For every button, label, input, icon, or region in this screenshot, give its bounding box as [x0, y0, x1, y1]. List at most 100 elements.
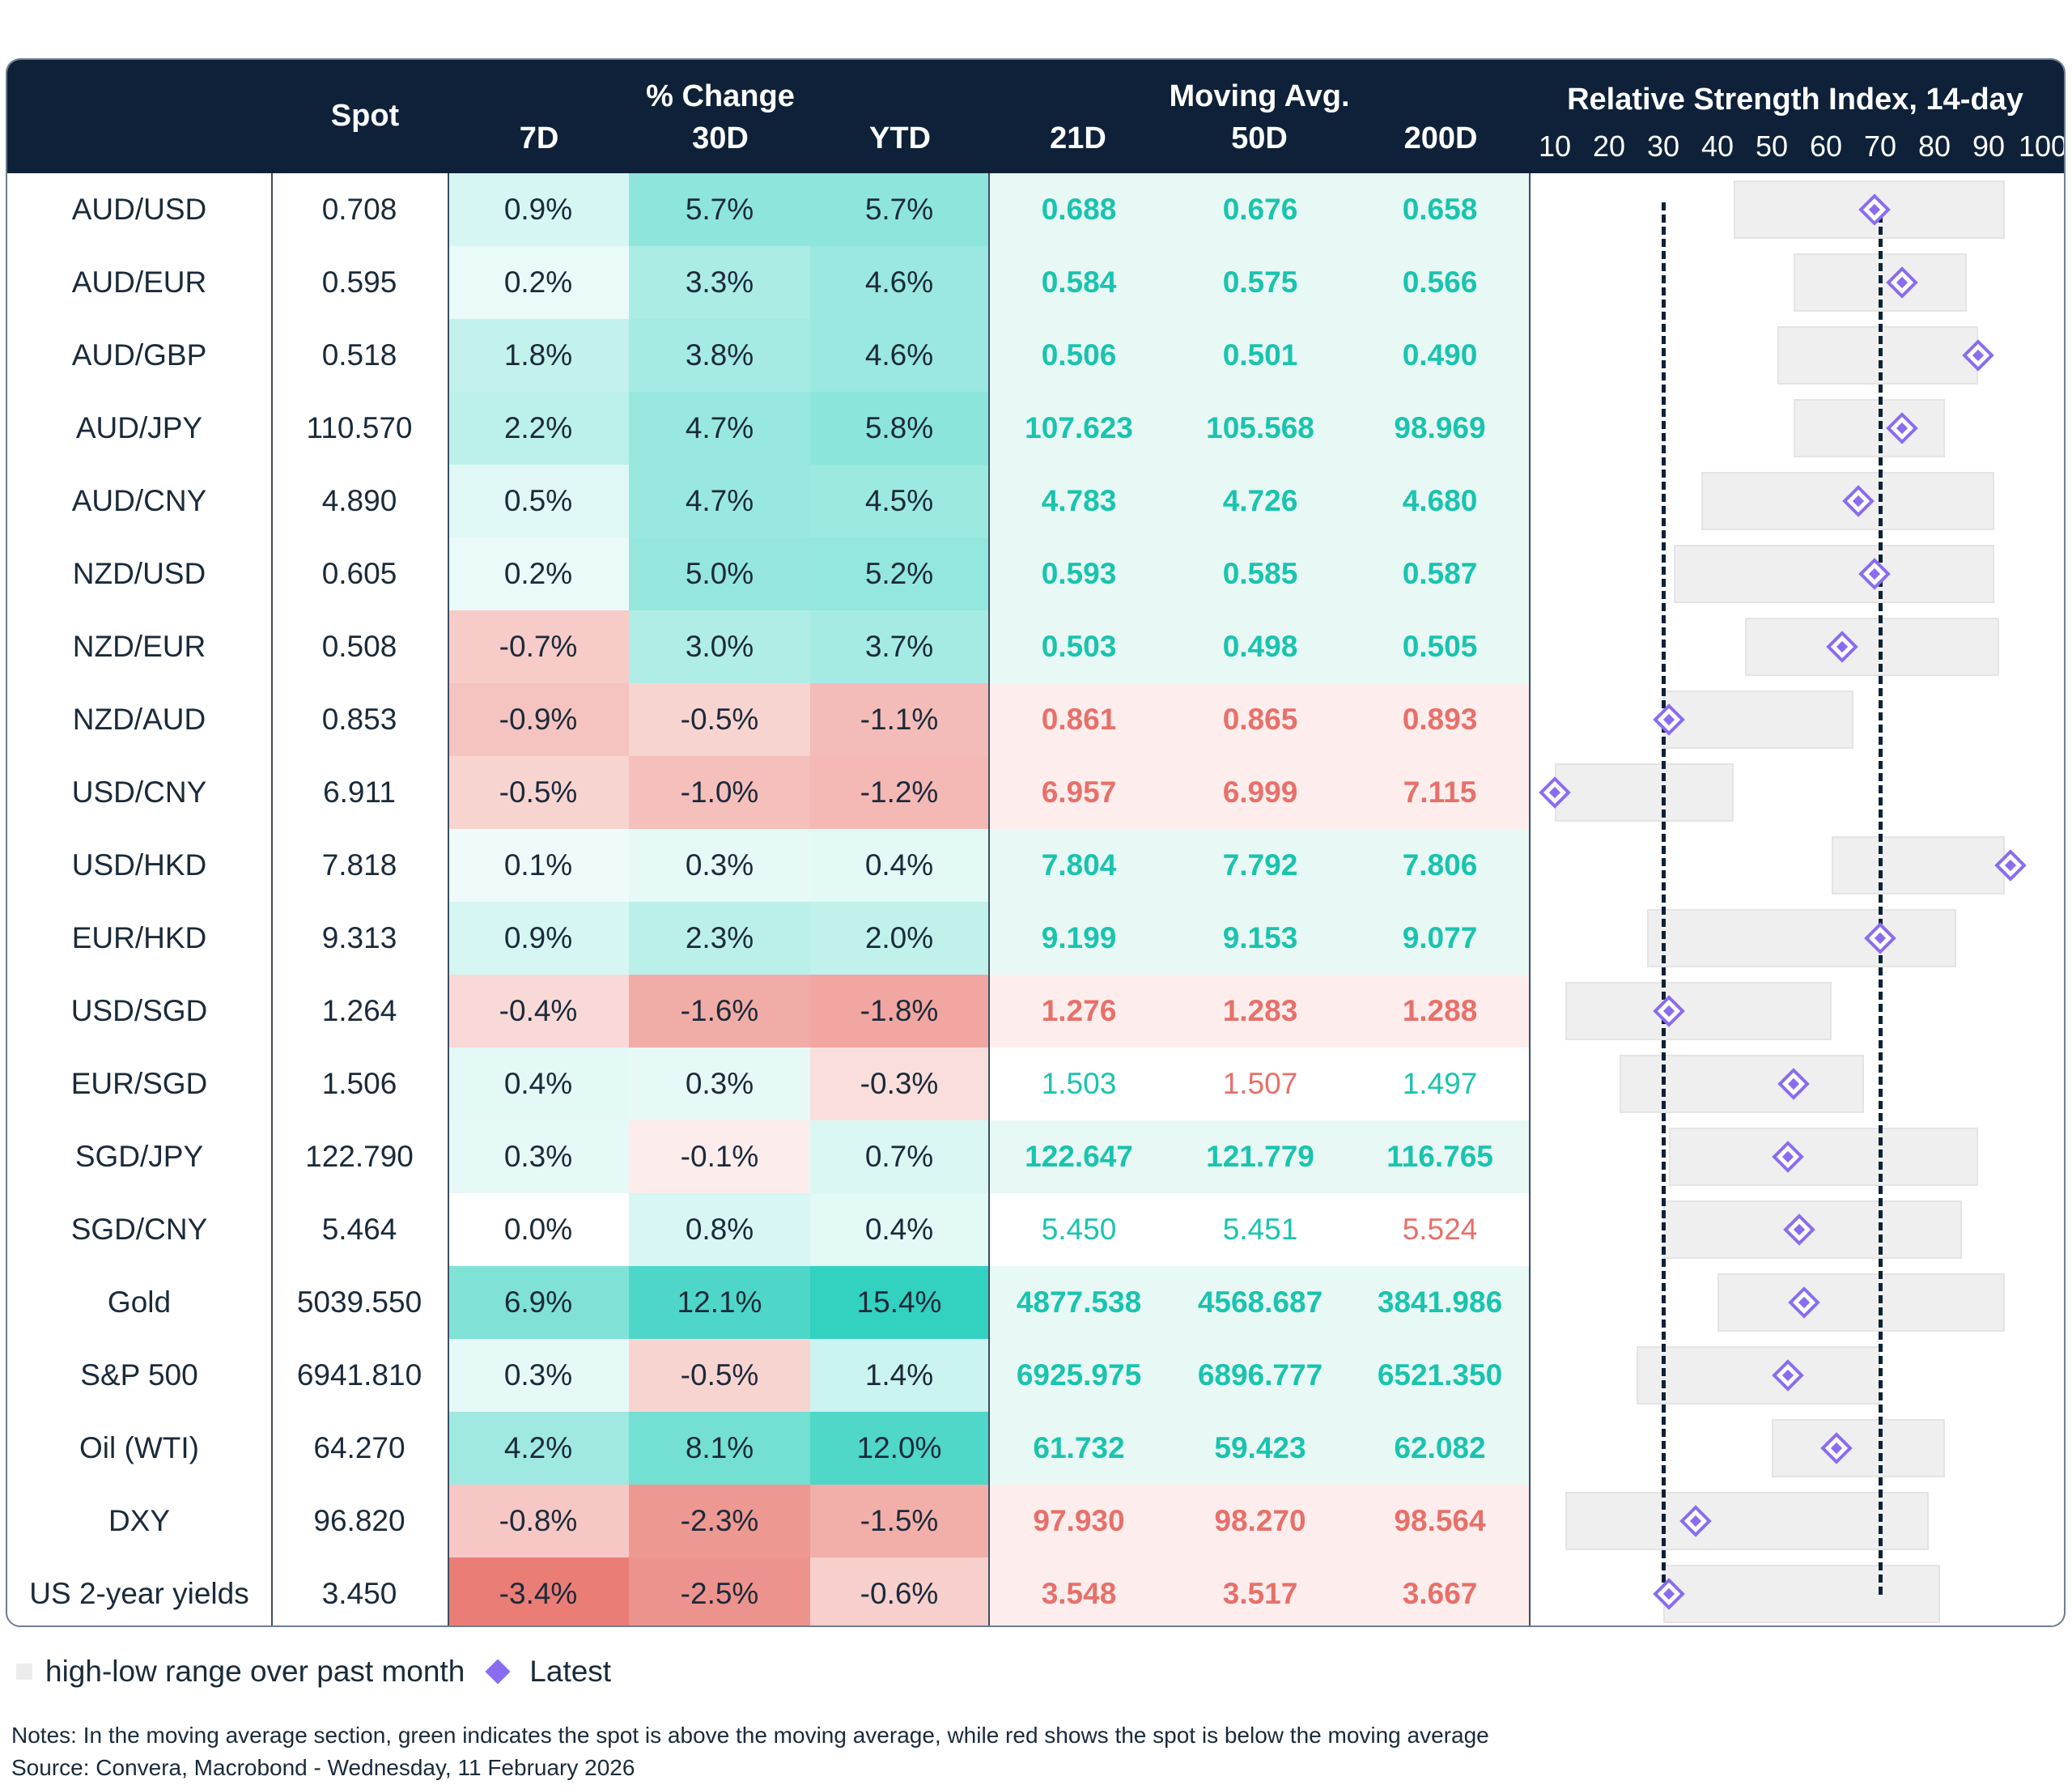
rsi-tick-label: 60	[1809, 130, 1843, 163]
pct-change-ytd: -1.1%	[810, 683, 988, 756]
spot-value: 122.790	[305, 1140, 414, 1173]
spot-value: 6.911	[323, 776, 396, 809]
pct-change-d30: 12.1%	[629, 1266, 810, 1339]
moving-avg-21d: 97.930	[988, 1485, 1170, 1557]
table-row: AUD/CNY 4.890 0.5% 4.7% 4.5% 4.783 4.726 4.680	[7, 465, 2064, 538]
latest-diamond-icon	[485, 1659, 511, 1685]
pct-change-d30: 0.3%	[629, 829, 810, 902]
rsi-tick-label: 20	[1592, 130, 1626, 163]
rsi-range-bar	[1620, 1055, 1864, 1113]
moving-avg-50d: 1.507	[1170, 1047, 1351, 1120]
moving-avg-200d: 1.497	[1351, 1047, 1529, 1120]
pct-change-ytd: 2.0%	[810, 902, 988, 975]
rsi-range-bar	[1668, 1128, 1978, 1186]
moving-avg-50d: 5.451	[1170, 1193, 1351, 1266]
pct-change-d30: 4.7%	[629, 465, 810, 538]
instrument-name: AUD/EUR	[71, 266, 207, 299]
moving-avg-200d: 3.667	[1351, 1557, 1529, 1625]
spot-value: 1.506	[321, 1067, 397, 1100]
pct-change-d7: -0.7%	[448, 610, 629, 683]
pct-col-7d-header: 7D	[519, 121, 559, 155]
rsi-header: Relative Strength Index, 14-day	[1567, 83, 2023, 117]
moving-avg-21d: 107.623	[988, 392, 1170, 465]
moving-avg-200d: 98.564	[1351, 1485, 1529, 1557]
instrument-name: USD/HKD	[71, 848, 207, 882]
moving-avg-21d: 5.450	[988, 1193, 1170, 1266]
pct-change-d30: 5.7%	[629, 173, 810, 246]
rsi-range-bar	[1793, 399, 1946, 457]
table-row: DXY 96.820 -0.8% -2.3% -1.5% 97.930 98.270 98.5…	[7, 1485, 2064, 1557]
pct-change-d7: 0.3%	[448, 1120, 629, 1193]
pct-change-d30: 3.0%	[629, 610, 810, 683]
spot-header: Spot	[330, 99, 400, 133]
moving-avg-50d: 0.676	[1170, 173, 1351, 246]
legend-latest-label: Latest	[529, 1655, 612, 1688]
moving-avg-50d: 0.501	[1170, 319, 1351, 392]
pct-change-ytd: -1.5%	[810, 1485, 988, 1557]
pct-change-ytd: 0.7%	[810, 1120, 988, 1193]
pct-change-d7: 0.9%	[448, 902, 629, 975]
moving-avg-50d: 121.779	[1170, 1120, 1351, 1193]
moving-avg-200d: 6521.350	[1351, 1339, 1529, 1412]
pct-col-ytd-header: YTD	[869, 121, 931, 155]
instrument-name: SGD/CNY	[70, 1213, 208, 1246]
instrument-name: Oil (WTI)	[79, 1431, 199, 1464]
rsi-range-bar	[1772, 1419, 1946, 1477]
spot-value: 6941.810	[296, 1358, 422, 1392]
pct-change-ytd: 1.4%	[810, 1339, 988, 1412]
moving-avg-50d: 98.270	[1170, 1485, 1351, 1557]
moving-avg-200d: 7.115	[1351, 756, 1529, 829]
moving-avg-21d: 7.804	[988, 829, 1170, 902]
table-row: NZD/AUD 0.853 -0.9% -0.5% -1.1% 0.861 0.865 0.8…	[7, 683, 2064, 756]
moving-avg-21d: 0.584	[988, 246, 1170, 319]
moving-avg-21d: 0.506	[988, 319, 1170, 392]
spot-value: 0.508	[321, 630, 397, 663]
pct-change-d7: -0.9%	[448, 683, 629, 756]
moving-avg-200d: 3841.986	[1351, 1266, 1529, 1339]
pct-change-d30: 3.3%	[629, 246, 810, 319]
pct-change-ytd: 15.4%	[810, 1266, 988, 1339]
pct-change-d7: -0.5%	[448, 756, 629, 829]
range-swatch	[16, 1664, 32, 1680]
rsi-range-bar	[1663, 1565, 1940, 1623]
table-row: USD/SGD 1.264 -0.4% -1.6% -1.8% 1.276 1.283 1.2…	[7, 975, 2064, 1047]
rsi-tick-label: 100	[2018, 130, 2066, 163]
pct-change-d7: 0.3%	[448, 1339, 629, 1412]
rsi-chart	[1535, 173, 2064, 1625]
pct-change-d7: 0.2%	[448, 246, 629, 319]
moving-avg-21d: 6925.975	[988, 1339, 1170, 1412]
moving-avg-21d: 0.861	[988, 683, 1170, 756]
pct-change-ytd: 3.7%	[810, 610, 988, 683]
moving-avg-50d: 4568.687	[1170, 1266, 1351, 1339]
pct-change-ytd: 5.7%	[810, 173, 988, 246]
spot-value: 9.313	[321, 921, 397, 954]
instrument-name: USD/CNY	[71, 776, 207, 809]
moving-avg-21d: 4.783	[988, 465, 1170, 538]
table-row: SGD/CNY 5.464 0.0% 0.8% 0.4% 5.450 5.451 5.524	[7, 1193, 2064, 1266]
spot-value: 0.518	[321, 338, 397, 372]
table-header: Spot % Change 7D 30D YTD Moving Avg. 21D…	[7, 60, 2064, 173]
instrument-name: Gold	[107, 1285, 172, 1319]
rsi-range-bar	[1555, 763, 1734, 822]
pct-change-d7: 6.9%	[448, 1266, 629, 1339]
table-row: AUD/JPY 110.570 2.2% 4.7% 5.8% 107.623 105.568…	[7, 392, 2064, 465]
pct-change-ytd: -0.6%	[810, 1557, 988, 1625]
rsi-tick-label: 10	[1538, 130, 1572, 163]
pct-col-30d-header: 30D	[692, 121, 749, 155]
spot-value: 96.820	[313, 1504, 405, 1537]
rsi-reference-line	[1879, 202, 1883, 1595]
moving-avg-200d: 62.082	[1351, 1412, 1529, 1485]
divider-spot	[271, 173, 273, 1625]
pct-change-d7: 2.2%	[448, 392, 629, 465]
moving-avg-50d: 0.575	[1170, 246, 1351, 319]
moving-avg-21d: 9.199	[988, 902, 1170, 975]
table-row: EUR/HKD 9.313 0.9% 2.3% 2.0% 9.199 9.153 9.077	[7, 902, 2064, 975]
rsi-range-bar	[1646, 909, 1956, 967]
instrument-name: AUD/JPY	[75, 411, 203, 444]
instrument-name: NZD/AUD	[72, 703, 206, 736]
instrument-name: US 2-year yields	[29, 1577, 249, 1610]
table-row: US 2-year yields 3.450 -3.4% -2.5% -0.6% 3.54…	[7, 1557, 2064, 1625]
moving-avg-200d: 5.524	[1351, 1193, 1529, 1266]
pct-change-d30: 2.3%	[629, 902, 810, 975]
moving-avg-50d: 0.865	[1170, 683, 1351, 756]
